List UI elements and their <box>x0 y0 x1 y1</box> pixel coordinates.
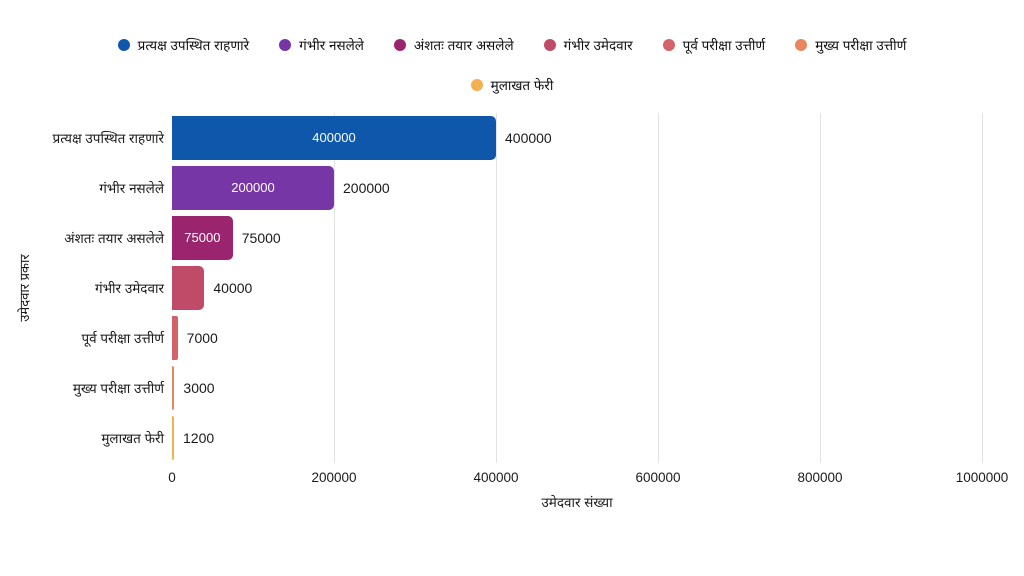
legend-item[interactable]: प्रत्यक्ष उपस्थित राहणारे <box>117 36 250 54</box>
legend-swatch-icon <box>543 39 556 51</box>
x-axis-tick-label: 800000 <box>797 470 843 485</box>
legend-item-label: अंशतः तयार असलेले <box>413 38 514 53</box>
legend-item[interactable]: गंभीर उमेदवार <box>543 36 633 54</box>
y-axis-category-label: गंभीर नसलेले <box>99 181 164 196</box>
bar-value-label: 200000 <box>343 180 390 196</box>
legend-item[interactable]: गंभीर नसलेले <box>279 36 364 54</box>
gridline <box>658 113 659 463</box>
bar-value-label: 1200 <box>183 430 215 446</box>
y-axis-category-label: मुख्य परीक्षा उत्तीर्ण <box>72 381 164 396</box>
y-axis-category-label: प्रत्यक्ष उपस्थित राहणारे <box>52 131 164 146</box>
x-axis-tick-label: 600000 <box>635 470 681 485</box>
legend-swatch-icon <box>279 39 292 51</box>
legend-item[interactable]: अंशतः तयार असलेले <box>393 36 514 54</box>
x-axis-tick-label: 200000 <box>311 470 357 485</box>
bar-value-label: 40000 <box>213 280 253 296</box>
x-axis-tick-label: 400000 <box>473 470 519 485</box>
bar[interactable] <box>172 116 496 160</box>
legend-item[interactable]: पूर्व परीक्षा उत्तीर्ण <box>662 36 766 54</box>
legend-item-label: मुलाखत फेरी <box>490 78 554 93</box>
legend-item-label: गंभीर उमेदवार <box>563 38 633 53</box>
x-axis-tick-label: 1000000 <box>955 470 1009 485</box>
legend-swatch-icon <box>662 39 675 51</box>
y-axis-category-label: गंभीर उमेदवार <box>94 281 164 296</box>
bar[interactable] <box>172 366 175 410</box>
legend-item[interactable]: मुख्य परीक्षा उत्तीर्ण <box>795 36 906 54</box>
x-axis-title: उमेदवार संख्या <box>541 495 613 510</box>
bar-value-label: 7000 <box>186 330 218 346</box>
bar[interactable] <box>172 416 174 460</box>
legend-item-label: गंभीर नसलेले <box>299 38 364 53</box>
gridline <box>334 113 335 463</box>
legend-swatch-icon <box>393 39 406 51</box>
legend-swatch-icon <box>795 39 808 51</box>
plot-area: 400000 400000 200000 200000 75000 75000 40000 7… <box>172 113 983 463</box>
legend-item-label: पूर्व परीक्षा उत्तीर्ण <box>682 38 766 53</box>
x-axis-tick-label: 0 <box>168 470 176 485</box>
bar-value-label: 75000 <box>241 230 281 246</box>
bar-value-label: 400000 <box>505 130 552 146</box>
bar-value-label: 3000 <box>183 380 215 396</box>
gridline <box>982 113 983 463</box>
gridline <box>820 113 821 463</box>
bar[interactable] <box>172 166 334 210</box>
legend-item-label: प्रत्यक्ष उपस्थित राहणारे <box>137 38 250 53</box>
y-axis-category-label: अंशतः तयार असलेले <box>64 231 164 246</box>
legend-item[interactable]: मुलाखत फेरी <box>470 76 554 94</box>
bar[interactable] <box>172 266 205 310</box>
legend-item-label: मुख्य परीक्षा उत्तीर्ण <box>815 38 907 53</box>
legend-swatch-icon <box>117 39 130 51</box>
y-axis-category-label: पूर्व परीक्षा उत्तीर्ण <box>81 331 164 346</box>
y-axis-category-label: मुलाखत फेरी <box>101 431 164 446</box>
chart-legend-row-1: प्रत्यक्ष उपस्थित राहणारे गंभीर नसलेले अंश… <box>0 36 1024 54</box>
chart-legend-row-2: मुलाखत फेरी <box>0 76 1024 94</box>
legend-swatch-icon <box>470 79 483 91</box>
gridline <box>496 113 497 463</box>
bar[interactable] <box>172 216 233 260</box>
bar[interactable] <box>172 316 178 360</box>
